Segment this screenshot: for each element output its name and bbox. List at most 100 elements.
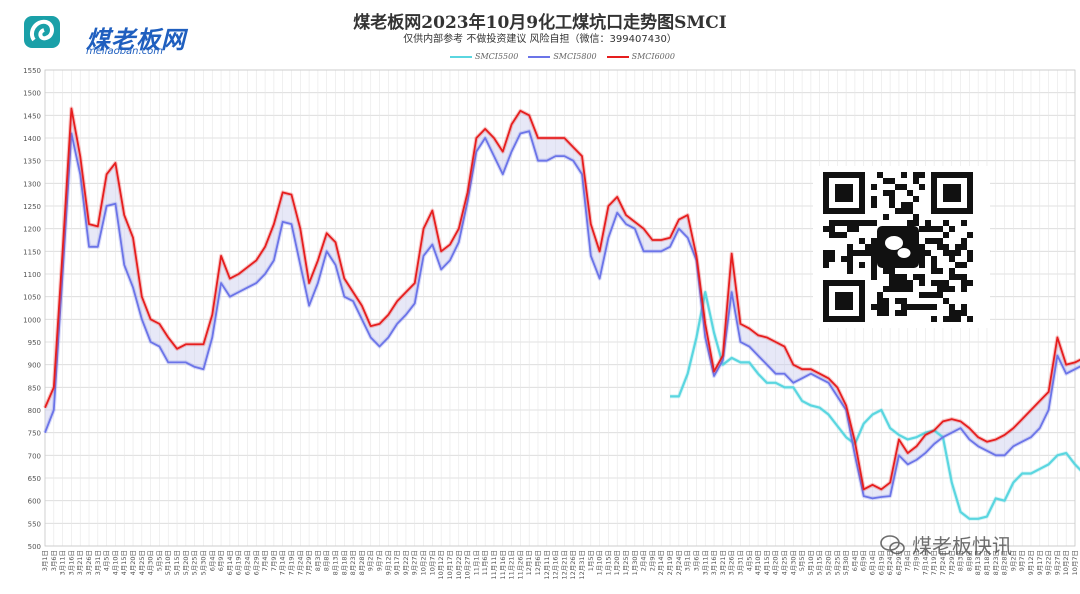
x-tick-label: 4月25日: [780, 550, 788, 575]
x-tick-label: 5月15日: [816, 550, 824, 575]
x-tick-label: 4月20日: [772, 550, 780, 575]
x-tick-label: 7月29日: [305, 550, 313, 575]
x-tick-label: 3月16日: [710, 550, 718, 575]
x-tick-label: 5月20日: [825, 550, 833, 575]
x-tick-label: 5月30日: [199, 550, 207, 575]
wechat-icon: [880, 534, 905, 554]
x-tick-label: 1月25日: [622, 550, 630, 575]
x-tick-label: 5月25日: [833, 550, 841, 575]
x-tick-label: 3月26日: [85, 550, 93, 575]
x-tick-label: 5月10日: [164, 550, 172, 575]
y-tick-label: 900: [28, 362, 41, 370]
x-tick-label: 5月20日: [182, 550, 190, 575]
x-tick-label: 5月30日: [842, 550, 850, 575]
y-tick-label: 600: [28, 498, 41, 506]
x-tick-label: 7月4日: [261, 550, 269, 571]
x-tick-label: 5月5日: [798, 550, 806, 571]
x-tick-label: 2月9日: [648, 550, 656, 571]
logo-subtext: meilaoban.com: [86, 46, 164, 57]
x-tick-label: 9月7日: [1018, 550, 1026, 571]
qr-code: [813, 166, 990, 328]
x-tick-label: 9月17日: [393, 550, 401, 575]
chart-series: [43, 106, 1080, 521]
y-tick-label: 1550: [23, 67, 41, 75]
x-tick-label: 6月24日: [886, 550, 894, 575]
x-tick-label: 2月19日: [666, 550, 674, 575]
x-tick-label: 4月30日: [789, 550, 797, 575]
x-tick-label: 2月4日: [640, 550, 648, 571]
x-tick-label: 12月6日: [534, 550, 542, 575]
x-tick-label: 5月5日: [155, 550, 163, 571]
x-tick-label: 5月10日: [807, 550, 815, 575]
x-tick-label: 9月22日: [402, 550, 410, 575]
legend-label: SMCI6000: [631, 52, 675, 61]
chart-legend: SMCI5500 SMCI5800 SMCI6000: [450, 52, 675, 61]
x-tick-label: 8月18日: [983, 550, 991, 575]
series-line-smci6000: [44, 107, 1080, 491]
y-tick-label: 1200: [23, 226, 41, 234]
legend-label: SMCI5500: [475, 52, 519, 61]
y-axis: 500 550 600 650 700 750 800 850 900 950 1000 1050 11…: [23, 67, 41, 551]
x-tick-label: 6月14日: [226, 550, 234, 575]
x-tick-label: 9月17日: [1036, 550, 1044, 575]
x-tick-label: 3月31日: [94, 550, 102, 575]
x-tick-label: 12月11日: [543, 550, 551, 580]
x-tick-label: 3月16日: [67, 550, 75, 575]
x-tick-label: 3月21日: [719, 550, 727, 575]
y-tick-label: 1400: [23, 135, 41, 143]
x-tick-label: 7月19日: [287, 550, 295, 575]
x-tick-label: 4月15日: [120, 550, 128, 575]
x-tick-label: 6月9日: [860, 550, 868, 571]
x-tick-label: 9月12日: [1027, 550, 1035, 575]
x-tick-label: 11月21日: [508, 550, 516, 580]
y-tick-label: 1500: [23, 90, 41, 98]
x-tick-label: 6月29日: [252, 550, 260, 575]
x-tick-label: 8月8日: [323, 550, 331, 571]
x-tick-label: 9月27日: [411, 550, 419, 575]
x-tick-label: 10月27日: [464, 550, 472, 580]
plot-area: [44, 69, 1076, 547]
x-tick-label: 6月4日: [851, 550, 859, 571]
y-tick-label: 950: [28, 339, 41, 347]
x-tick-label: 3月21日: [76, 550, 84, 575]
x-tick-label: 8月18日: [340, 550, 348, 575]
x-tick-label: 3月11日: [701, 550, 709, 575]
watermark-text: 煤老板快讯: [912, 534, 1012, 558]
x-tick-label: 2月14日: [657, 550, 665, 575]
x-tick-label: 4月20日: [129, 550, 137, 575]
x-tick-label: 7月9日: [270, 550, 278, 571]
y-tick-label: 550: [28, 520, 41, 528]
x-tick-label: 10月7日: [428, 550, 436, 575]
y-tick-label: 500: [28, 543, 41, 551]
x-tick-label: 7月4日: [904, 550, 912, 571]
x-tick-label: 6月19日: [877, 550, 885, 575]
x-tick-label: 7月14日: [921, 550, 929, 575]
x-tick-label: 8月3日: [314, 550, 322, 571]
x-tick-label: 1月20日: [613, 550, 621, 575]
x-tick-label: 3月1日: [684, 550, 692, 571]
y-tick-label: 750: [28, 430, 41, 438]
x-tick-label: 11月26日: [516, 550, 524, 580]
y-tick-label: 1100: [23, 271, 41, 279]
y-tick-label: 1250: [23, 203, 41, 211]
x-tick-label: 1月15日: [604, 550, 612, 575]
x-tick-label: 8月13日: [974, 550, 982, 575]
x-tick-label: 12月21日: [560, 550, 568, 580]
y-tick-label: 1050: [23, 294, 41, 302]
legend-item-smci6000: SMCI6000: [606, 52, 675, 61]
x-tick-label: 8月28日: [1001, 550, 1009, 575]
x-tick-label: 8月23日: [992, 550, 1000, 575]
x-tick-label: 9月2日: [1009, 550, 1017, 571]
x-tick-label: 8月23日: [349, 550, 357, 575]
x-tick-label: 4月25日: [138, 550, 146, 575]
x-tick-label: 6月9日: [217, 550, 225, 571]
y-tick-label: 850: [28, 384, 41, 392]
watermark: 煤老板快讯: [880, 530, 1012, 559]
y-tick-label: 1350: [23, 158, 41, 166]
x-axis: 3月1日 3月6日 3月11日 3月16日 3月21日 3月26日 3月31日 4月5日 4月1…: [41, 550, 1079, 580]
qr-code-image: [823, 172, 973, 322]
x-tick-label: 4月5日: [745, 550, 753, 571]
y-tick-label: 700: [28, 452, 41, 460]
x-tick-label: 1月10日: [596, 550, 604, 575]
x-tick-label: 9月22日: [1045, 550, 1053, 575]
